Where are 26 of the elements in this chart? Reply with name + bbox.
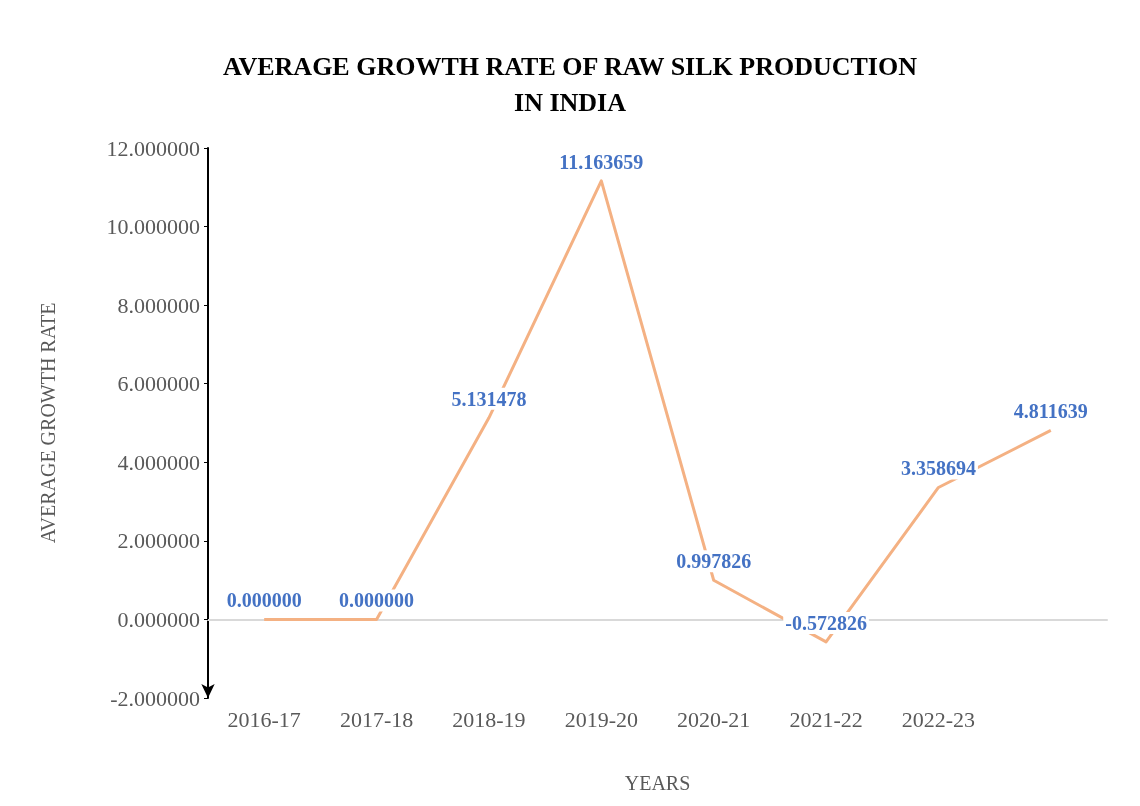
x-tick-label: 2016-17 (227, 706, 301, 732)
y-tick-label: 12.000000 (106, 135, 200, 161)
x-tick-label: 2018-19 (452, 706, 526, 732)
y-tick-label: 6.000000 (117, 371, 200, 397)
data-label: 5.131478 (451, 387, 527, 410)
y-tick-label: 2.000000 (117, 528, 200, 554)
data-label: 0.997826 (676, 550, 752, 573)
y-tick-label: 10.000000 (106, 214, 200, 240)
y-tick-label: 4.000000 (117, 449, 200, 475)
data-label: -0.572826 (785, 611, 867, 634)
y-tick-label: -2.000000 (110, 685, 200, 711)
data-label: 0.000000 (226, 589, 302, 612)
x-tick-label: 2020-21 (677, 706, 751, 732)
x-tick-label: 2017-18 (339, 706, 414, 732)
chart-title: AVERAGE GROWTH RATE OF RAW SILK PRODUCTION IN INDIA (223, 51, 918, 117)
data-label: 11.163659 (559, 150, 644, 173)
data-label: 4.811639 (1013, 400, 1088, 423)
x-tick-label: 2022-23 (901, 706, 976, 732)
x-tick-label: 2019-20 (564, 706, 638, 732)
y-axis-title: AVERAGE GROWTH RATE (37, 302, 59, 544)
x-tick-label: 2021-22 (789, 706, 863, 732)
data-label: 3.358694 (900, 457, 976, 480)
y-tick-label: 8.000000 (117, 292, 200, 318)
data-label: 0.000000 (339, 589, 415, 612)
x-axis-title: YEARS (624, 772, 691, 794)
y-tick-label: 0.000000 (117, 606, 200, 632)
